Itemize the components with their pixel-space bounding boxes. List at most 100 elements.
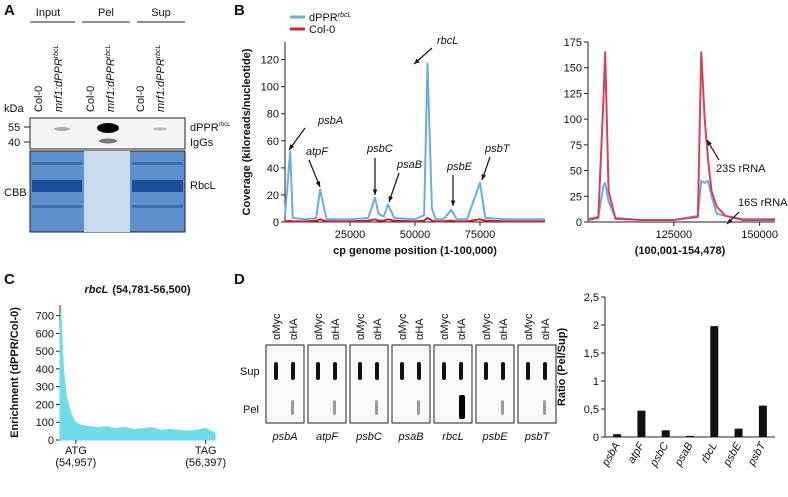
y-tick-label: 100 (564, 114, 582, 126)
lane-label: αHA (330, 318, 342, 340)
text-part: αMyc (481, 313, 493, 340)
arrow-head (707, 140, 712, 146)
y-tick-label: 20 (267, 190, 279, 202)
band-label: RbcL (190, 180, 216, 192)
x-tick-label: 25000 (335, 229, 366, 241)
text-part: rbcL (105, 44, 112, 58)
text-part: αMyc (397, 313, 409, 340)
group-label: Input (36, 7, 60, 19)
x-tick-label: rbcL (699, 441, 720, 466)
x-tick-label: psbC (648, 440, 672, 469)
blot-band (417, 362, 421, 380)
lane-label: αHA (414, 318, 426, 340)
lane-label: αMyc (523, 313, 535, 340)
kda-label: kDa (4, 103, 24, 115)
y-tick-label: 120 (261, 55, 279, 67)
y-tick-label: 1,5 (584, 348, 599, 360)
annotation: atpF (306, 146, 329, 158)
annotation: psaB (396, 159, 422, 171)
lane-label: αHA (498, 318, 510, 340)
blot-band (375, 362, 379, 380)
lane-label: αHA (456, 318, 468, 340)
x-tick-label: psbA (599, 441, 622, 470)
lane-label: αMyc (313, 313, 325, 340)
gel-band (32, 162, 82, 165)
western-blot (29, 117, 186, 150)
bar (710, 326, 719, 437)
x-axis-label: (100,001-154,478) (635, 245, 726, 257)
lane-label: mrf1:dPPRrbcL (155, 44, 167, 112)
blot-band (417, 400, 420, 415)
y-tick-label: 175 (564, 37, 582, 49)
blot-band (543, 400, 546, 415)
gene-label: psbE (481, 431, 508, 443)
gene-label: psaB (397, 431, 423, 443)
text-part: (54,781-56,500) (112, 284, 191, 296)
x-tick-label: psbT (745, 439, 769, 468)
y-tick-label: 125 (564, 88, 582, 100)
annotation: psbT (484, 143, 511, 155)
legend-label: dPPRrbcL (309, 12, 351, 24)
arrow-head (481, 174, 487, 180)
gel-band (132, 205, 183, 208)
y-tick-label: 600 (36, 328, 54, 340)
series-line (587, 51, 775, 221)
text-part: rbcL (219, 122, 231, 128)
x-tick-label: 75000 (465, 229, 496, 241)
y-tick-label: 100 (36, 417, 54, 429)
lane-label: αHA (540, 318, 552, 340)
y-axis-label: Enrichment (dPPR/Col-0) (9, 307, 21, 438)
panel-letter: B (234, 2, 245, 19)
y-tick-label: 75 (570, 140, 582, 152)
text-part: αHA (498, 318, 510, 340)
bar (758, 405, 767, 437)
x-tick-label: psbE (721, 440, 745, 469)
text-part: Col-0 (33, 86, 45, 112)
text-part: αHA (288, 318, 300, 340)
x-tick-label: 50000 (400, 229, 431, 241)
lane-label: mrf1:dPPRrbcL (53, 44, 65, 112)
arrow-head (388, 196, 394, 202)
lane-label: αMyc (481, 313, 493, 340)
y-tick-label: 400 (36, 364, 54, 376)
x-tick-sublabel: (56,397) (185, 457, 226, 469)
slot-blot (349, 344, 389, 424)
y-tick-label: 40 (267, 163, 279, 175)
panel-letter: D (234, 271, 245, 288)
blot-band (316, 362, 320, 380)
gel-band (32, 205, 82, 208)
text-part: rbcL (53, 44, 60, 58)
arrow-head (372, 189, 378, 195)
slot-blot (517, 344, 557, 424)
blot-band (97, 123, 119, 133)
y-tick-label: 0 (48, 435, 54, 447)
x-tick-label: 150000 (741, 229, 778, 241)
lane-label: αMyc (397, 313, 409, 340)
text-part: Col-0 (85, 86, 97, 112)
chart-title: rbcL (54,781-56,500) (84, 284, 190, 296)
blot-band (153, 127, 167, 131)
y-tick-label: 300 (36, 382, 54, 394)
blot-band (501, 400, 504, 415)
group-label: Sup (151, 7, 171, 19)
group-label: Pel (98, 7, 114, 19)
band-label: IgGs (190, 137, 214, 149)
panel-letter: C (4, 271, 15, 288)
text-part: Col-0 (135, 86, 147, 112)
text-part: Col-0 (309, 24, 335, 36)
x-tick-label: psaB (672, 441, 695, 470)
gel-band (32, 180, 82, 192)
y-tick-label: 150 (564, 63, 582, 75)
y-tick-label: 50 (570, 166, 582, 178)
lane-label: αHA (288, 318, 300, 340)
x-tick-sublabel: (54,957) (55, 457, 96, 469)
annotation: psbE (446, 161, 473, 173)
annotation: psbA (317, 115, 343, 127)
blot-band (501, 362, 505, 380)
x-tick-label: ATG (65, 445, 87, 457)
arrow-head (289, 144, 295, 150)
series-line (284, 216, 545, 223)
gene-label: psbA (271, 431, 297, 443)
bar (686, 435, 694, 437)
gene-label: psbC (355, 431, 382, 443)
